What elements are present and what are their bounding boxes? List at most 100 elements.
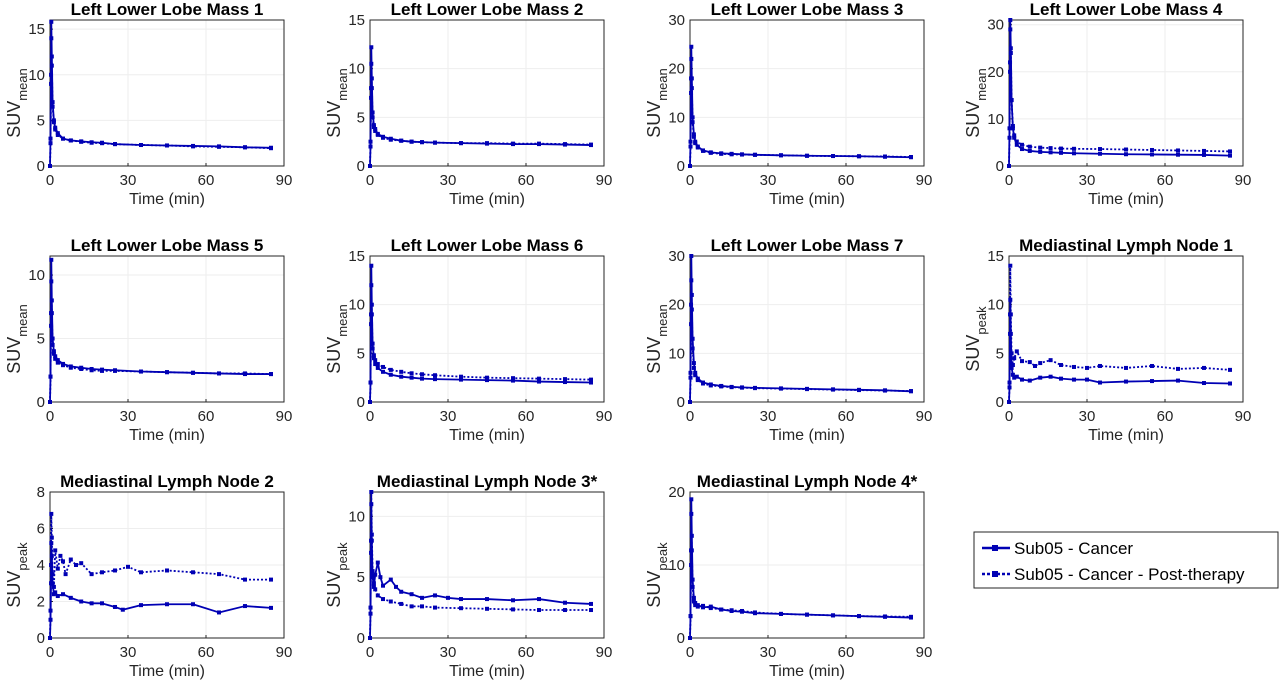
y-axis-label-subscript: mean [655, 304, 670, 337]
y-axis-label-subscript: mean [15, 68, 30, 101]
data-point-post-therapy [1007, 164, 1011, 168]
y-tick-label: 0 [357, 394, 365, 411]
x-tick-label: 60 [1157, 408, 1174, 425]
data-point-post-therapy [50, 104, 55, 109]
legend-box [973, 531, 1279, 589]
x-axis-label: Time (min) [129, 191, 205, 208]
data-point-cancer [1048, 374, 1053, 379]
y-tick-label: 10 [987, 111, 1004, 128]
data-point-post-therapy [55, 566, 60, 571]
y-axis-label-subscript: mean [335, 68, 350, 101]
x-tick-label: 90 [596, 172, 613, 189]
y-tick-label: 2 [37, 594, 45, 611]
data-point-cancer [1072, 151, 1076, 156]
data-point-post-therapy [49, 323, 54, 328]
data-point-post-therapy [1059, 146, 1063, 151]
axes-box [369, 255, 605, 403]
axes-box [1008, 255, 1244, 403]
data-point-post-therapy [1010, 123, 1015, 128]
x-tick-label: 60 [838, 644, 855, 661]
y-tick-label: 15 [348, 248, 365, 265]
y-tick-label: 8 [37, 484, 45, 501]
x-tick-label: 0 [1005, 408, 1013, 425]
series-line-post-therapy [689, 513, 912, 639]
series-line-post-therapy [369, 62, 592, 167]
panel-title: Left Lower Lobe Mass 4 [1030, 0, 1223, 19]
data-point-post-therapy [689, 86, 694, 91]
data-point-post-therapy [49, 511, 54, 516]
data-point-cancer [50, 581, 55, 586]
data-point-post-therapy [79, 139, 84, 144]
data-point-post-therapy [689, 563, 694, 567]
series-line-post-therapy [369, 491, 591, 639]
data-point-post-therapy [1007, 400, 1011, 404]
series-line-cancer [689, 498, 912, 639]
data-point-post-therapy [61, 363, 65, 368]
data-point-post-therapy [688, 636, 692, 640]
data-point-post-therapy [693, 141, 698, 146]
data-point-cancer [1014, 374, 1019, 379]
data-point-post-therapy [1020, 142, 1024, 147]
axes-box [1008, 19, 1244, 167]
data-point-post-therapy [689, 548, 694, 553]
data-point-post-therapy [1014, 139, 1019, 144]
series-line-cancer [689, 45, 912, 167]
data-point-post-therapy [68, 138, 73, 143]
data-point-post-therapy [1228, 367, 1232, 372]
data-point-post-therapy [689, 307, 694, 312]
x-axis-label: Time (min) [1088, 427, 1164, 444]
data-point-cancer [51, 349, 56, 354]
data-point-cancer [1098, 151, 1102, 156]
y-tick-label: 30 [668, 12, 685, 29]
data-point-post-therapy [1124, 147, 1128, 152]
chart-panel: 0 30 60 90 0 2 4 6 8 Mediastinal Lymph Node 2 Time… [4, 472, 292, 680]
data-point-post-therapy [537, 376, 541, 381]
legend-entries: Sub05 - Cancer Sub05 - Cancer - Post-ther… [982, 539, 1245, 584]
data-point-post-therapy [100, 141, 104, 146]
y-axis-label-subscript: peak [655, 542, 670, 571]
data-point-post-therapy [693, 373, 698, 378]
data-point-cancer [689, 254, 694, 258]
x-tick-label: 30 [760, 408, 777, 425]
data-point-cancer [55, 594, 60, 599]
data-point-post-therapy [53, 548, 58, 553]
y-axis-label-subscript: mean [335, 304, 350, 337]
x-tick-label: 30 [1079, 172, 1096, 189]
data-point-post-therapy [375, 593, 380, 598]
data-point-post-therapy [373, 128, 378, 133]
data-point-post-therapy [719, 384, 724, 389]
x-tick-label: 0 [366, 644, 374, 661]
chart-panel: 0 30 60 90 0 10 20 Mediastinal Lymph Node 4* Tim… [644, 472, 932, 680]
data-point-post-therapy [1176, 148, 1180, 153]
data-point-post-therapy [1048, 358, 1053, 363]
data-point-cancer [537, 379, 541, 384]
data-point-post-therapy [1008, 312, 1013, 317]
data-point-post-therapy [740, 385, 744, 390]
data-point-post-therapy [537, 141, 541, 146]
x-tick-label: 30 [120, 172, 137, 189]
y-axis-label: SUVmean [324, 68, 350, 138]
x-axis-label: Time (min) [129, 663, 205, 680]
axes-box [49, 255, 285, 403]
y-axis-label-subscript: mean [15, 304, 30, 337]
data-point-post-therapy [53, 356, 58, 361]
y-axis-label: SUVpeak [644, 542, 670, 608]
y-tick-label: 5 [37, 112, 45, 129]
data-point-post-therapy [89, 572, 94, 577]
data-point-post-therapy [371, 581, 376, 586]
data-point-post-therapy [375, 132, 380, 137]
y-tick-label: 15 [987, 248, 1004, 265]
data-point-post-therapy [729, 152, 734, 157]
x-tick-label: 90 [916, 408, 933, 425]
y-axis-label-main: SUV [4, 571, 24, 608]
x-tick-label: 0 [1005, 172, 1013, 189]
x-tick-label: 60 [838, 408, 855, 425]
data-point-post-therapy [368, 139, 373, 144]
y-tick-label: 10 [668, 109, 685, 126]
data-point-post-therapy [368, 164, 372, 168]
data-point-post-therapy [883, 154, 887, 159]
data-point-post-therapy [690, 120, 695, 125]
data-point-post-therapy [368, 380, 373, 385]
y-axis-label: SUVmean [644, 304, 670, 374]
